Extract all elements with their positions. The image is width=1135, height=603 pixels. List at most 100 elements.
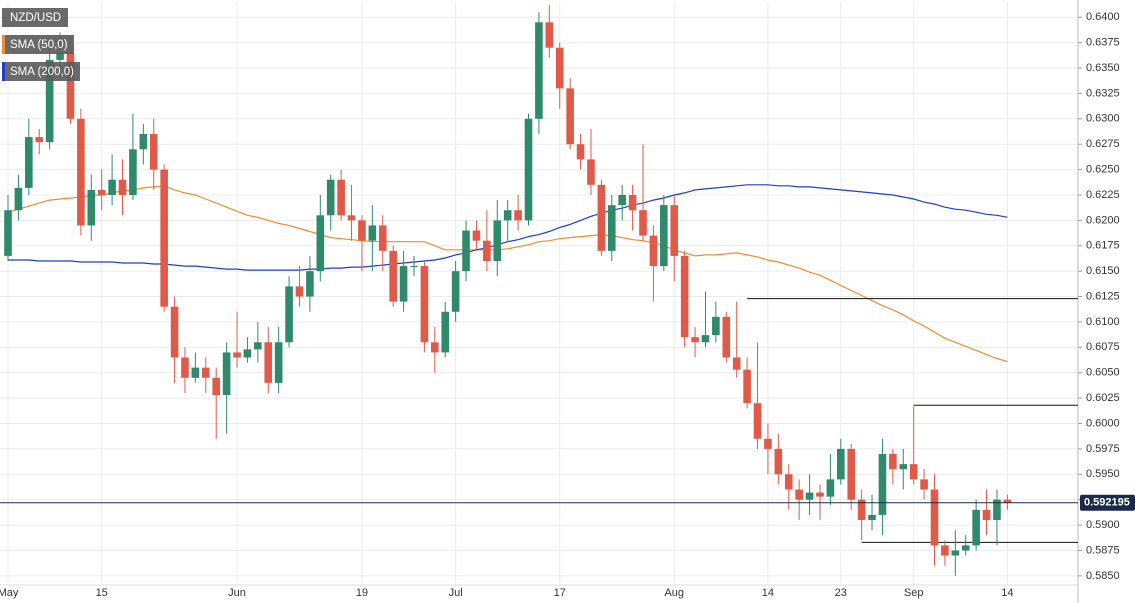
candle-body	[816, 492, 824, 497]
candle-body	[555, 47, 564, 89]
x-tick-label: Jun	[228, 587, 246, 599]
legend-box	[2, 62, 80, 81]
candle-body	[941, 545, 949, 556]
candle-body	[254, 342, 262, 350]
x-tick-label: 14	[1001, 587, 1013, 599]
y-tick-label: 0.6350	[1086, 62, 1120, 74]
candle-body	[87, 189, 96, 226]
x-tick-label: 14	[762, 587, 774, 599]
candle-body	[295, 286, 304, 297]
candle-body	[410, 266, 418, 268]
candle-body	[732, 357, 741, 370]
y-tick-label: 0.5900	[1086, 519, 1120, 531]
y-tick-label: 0.6125	[1086, 290, 1120, 302]
candle-body	[233, 352, 241, 358]
candle-body	[97, 189, 106, 195]
x-tick-label: 17	[554, 587, 566, 599]
candle-body	[951, 550, 960, 556]
price-label: 0.592195	[1084, 497, 1130, 509]
candle-body	[420, 266, 429, 343]
legend-swatch	[2, 35, 5, 54]
candle-body	[764, 438, 772, 449]
candle-body	[56, 52, 64, 60]
candle-body	[212, 377, 220, 396]
y-tick-label: 0.5975	[1086, 443, 1120, 455]
price-label-box	[1080, 494, 1135, 511]
candle-body	[857, 499, 866, 520]
x-tick-label: Sep	[904, 587, 924, 599]
legend-label: SMA (50,0)	[10, 39, 68, 51]
y-tick-label: 0.6250	[1086, 163, 1120, 175]
y-tick-label: 0.6300	[1086, 113, 1120, 125]
candle-body	[920, 479, 928, 490]
y-tick-label: 0.6225	[1086, 189, 1120, 201]
candle-body	[441, 311, 450, 353]
y-tick-label: 0.6000	[1086, 417, 1120, 429]
candle-body	[899, 464, 908, 470]
candle-body	[1003, 499, 1012, 503]
candle-body	[722, 316, 731, 358]
candle-body	[285, 286, 293, 343]
candle-body	[108, 179, 116, 195]
candle-body	[378, 225, 387, 251]
x-tick-label: 19	[356, 587, 368, 599]
candle-body	[326, 179, 335, 216]
candle-body	[680, 255, 689, 338]
x-tick-label: May	[0, 587, 19, 599]
candle-body	[743, 369, 751, 404]
candle-body	[639, 210, 647, 236]
y-tick-label: 0.5875	[1086, 544, 1120, 556]
candle-body	[368, 225, 377, 241]
candle-body	[399, 266, 408, 302]
candle-body	[837, 448, 845, 480]
candle-body	[25, 137, 33, 188]
candle-body	[139, 134, 148, 150]
candle-body	[535, 22, 543, 119]
candle-body	[712, 316, 720, 336]
candle-body	[347, 215, 356, 221]
y-tick-label: 0.5850	[1086, 570, 1120, 582]
candle-body	[670, 205, 679, 256]
y-tick-label: 0.6050	[1086, 367, 1120, 379]
candle-body	[35, 137, 44, 143]
candle-body	[691, 337, 699, 343]
candle-body	[660, 205, 668, 267]
legend-label: NZD/USD	[10, 12, 61, 24]
candle-body	[524, 118, 533, 221]
candle-body	[566, 88, 574, 145]
x-tick-label: Aug	[664, 587, 684, 599]
candle-body	[607, 205, 616, 251]
y-tick-label: 0.6200	[1086, 214, 1120, 226]
candle-body	[181, 357, 189, 378]
candle-body	[66, 52, 75, 119]
candle-body	[493, 220, 502, 261]
candle-body	[930, 489, 939, 546]
sma-line	[8, 184, 1008, 271]
y-tick-label: 0.6150	[1086, 265, 1120, 277]
candle-body	[451, 271, 460, 312]
candle-body	[160, 169, 168, 307]
y-tick-label: 0.6400	[1086, 11, 1120, 23]
candle-body	[129, 149, 137, 195]
candle-body	[774, 448, 783, 475]
candle-body	[826, 479, 835, 497]
candle-body	[4, 210, 12, 256]
candle-body	[961, 545, 970, 551]
sma-line	[7, 185, 1008, 363]
x-tick-label: 23	[835, 587, 847, 599]
candle-body	[201, 367, 210, 378]
candle-body	[753, 403, 762, 439]
candle-body	[389, 250, 397, 302]
candle-body	[431, 342, 439, 353]
y-tick-label: 0.6275	[1086, 138, 1120, 150]
candle-body	[77, 118, 85, 226]
candle-body	[628, 194, 637, 211]
candle-body	[45, 59, 54, 143]
candle-body	[483, 240, 491, 261]
candle-body	[972, 509, 980, 546]
candle-body	[545, 22, 554, 48]
legend-box	[2, 8, 68, 27]
y-tick-label: 0.6325	[1086, 87, 1120, 99]
candle-body	[889, 453, 897, 470]
